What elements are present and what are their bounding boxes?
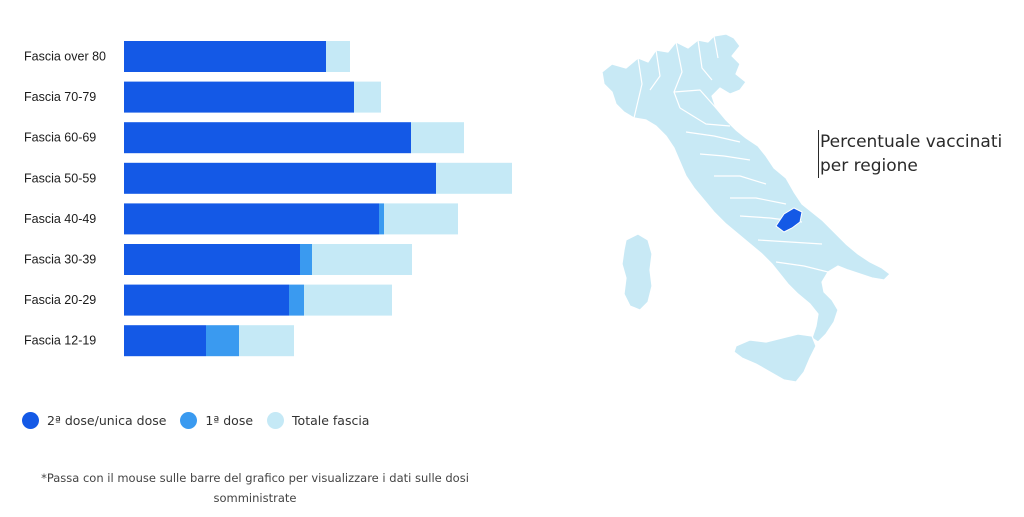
bar-fascia-30-39-second-dose[interactable] <box>124 244 300 275</box>
legend-label-first-dose: 1ª dose <box>205 412 254 428</box>
bar-fascia-20-29-second-dose[interactable] <box>124 284 289 316</box>
bar-fascia-12-19-first-dose[interactable] <box>206 325 239 357</box>
category-label-fascia-30-39: Fascia 30-39 <box>24 253 96 267</box>
chart-legend: 2ª dose/unica dose 1ª dose Totale fascia <box>22 409 383 431</box>
bar-fascia-40-49-second-dose[interactable] <box>124 203 379 235</box>
legend-item-second-dose[interactable]: 2ª dose/unica dose <box>22 411 167 429</box>
map-title-line-1: Percentuale vaccinati <box>820 132 1003 152</box>
bar-fascia-60-69-second-dose[interactable] <box>124 122 411 154</box>
bar-fascia-50-59-second-dose[interactable] <box>124 162 436 194</box>
map-region-sicily[interactable] <box>733 333 817 383</box>
bar-fascia-20-29-total[interactable] <box>304 284 392 316</box>
category-label-fascia-over-80: Fascia over 80 <box>24 50 106 64</box>
category-label-fascia-50-59: Fascia 50-59 <box>24 171 96 185</box>
category-label-fascia-70-79: Fascia 70-79 <box>24 90 96 104</box>
legend-item-total[interactable]: Totale fascia <box>267 411 370 429</box>
map-title-line-2: per regione <box>820 156 918 176</box>
bar-fascia-over-80-second-dose[interactable] <box>124 41 326 72</box>
bar-fascia-12-19-second-dose[interactable] <box>124 325 206 357</box>
bar-fascia-over-80-total[interactable] <box>326 41 350 72</box>
legend-swatch-total <box>267 411 285 429</box>
map-region-mainland[interactable] <box>601 33 891 343</box>
bar-fascia-40-49-total[interactable] <box>384 203 458 235</box>
footnote-line-2: somministrate <box>213 491 297 505</box>
bar-fascia-70-79-second-dose[interactable] <box>124 81 354 113</box>
legend-item-first-dose[interactable]: 1ª dose <box>180 411 254 429</box>
map-region-sardinia[interactable] <box>621 233 653 311</box>
bar-fascia-60-69-total[interactable] <box>411 122 464 154</box>
map-region-highlighted[interactable] <box>775 207 803 233</box>
bar-fascia-50-59-total[interactable] <box>436 162 512 194</box>
category-label-fascia-60-69: Fascia 60-69 <box>24 131 96 145</box>
italy-region-map <box>601 33 891 383</box>
category-label-fascia-40-49: Fascia 40-49 <box>24 212 96 226</box>
footnote-line-1: *Passa con il mouse sulle barre del graf… <box>41 471 469 485</box>
legend-label-second-dose: 2ª dose/unica dose <box>47 412 167 428</box>
bar-fascia-30-39-first-dose[interactable] <box>300 244 312 275</box>
map-title: Percentuale vaccinati per regione <box>818 130 1002 178</box>
category-label-fascia-20-29: Fascia 20-29 <box>24 293 96 307</box>
map-region-borders <box>633 35 829 273</box>
age-group-bar-chart: Fascia over 80 Fascia 70-79 Fascia 60-69 Fa… <box>24 41 512 357</box>
bar-fascia-40-49-first-dose[interactable] <box>379 203 384 235</box>
bar-fascia-12-19-total[interactable] <box>239 325 294 357</box>
bars-layer <box>124 41 512 357</box>
bar-fascia-20-29-first-dose[interactable] <box>289 284 304 316</box>
bar-fascia-70-79-total[interactable] <box>354 81 381 113</box>
category-labels: Fascia over 80 Fascia 70-79 Fascia 60-69 Fa… <box>24 50 106 348</box>
chart-footnote: *Passa con il mouse sulle barre del graf… <box>30 468 480 508</box>
legend-label-total: Totale fascia <box>292 412 370 428</box>
bar-fascia-30-39-total[interactable] <box>312 244 412 275</box>
legend-swatch-second-dose <box>22 411 39 429</box>
legend-swatch-first-dose <box>180 411 198 429</box>
category-label-fascia-12-19: Fascia 12-19 <box>24 334 96 348</box>
